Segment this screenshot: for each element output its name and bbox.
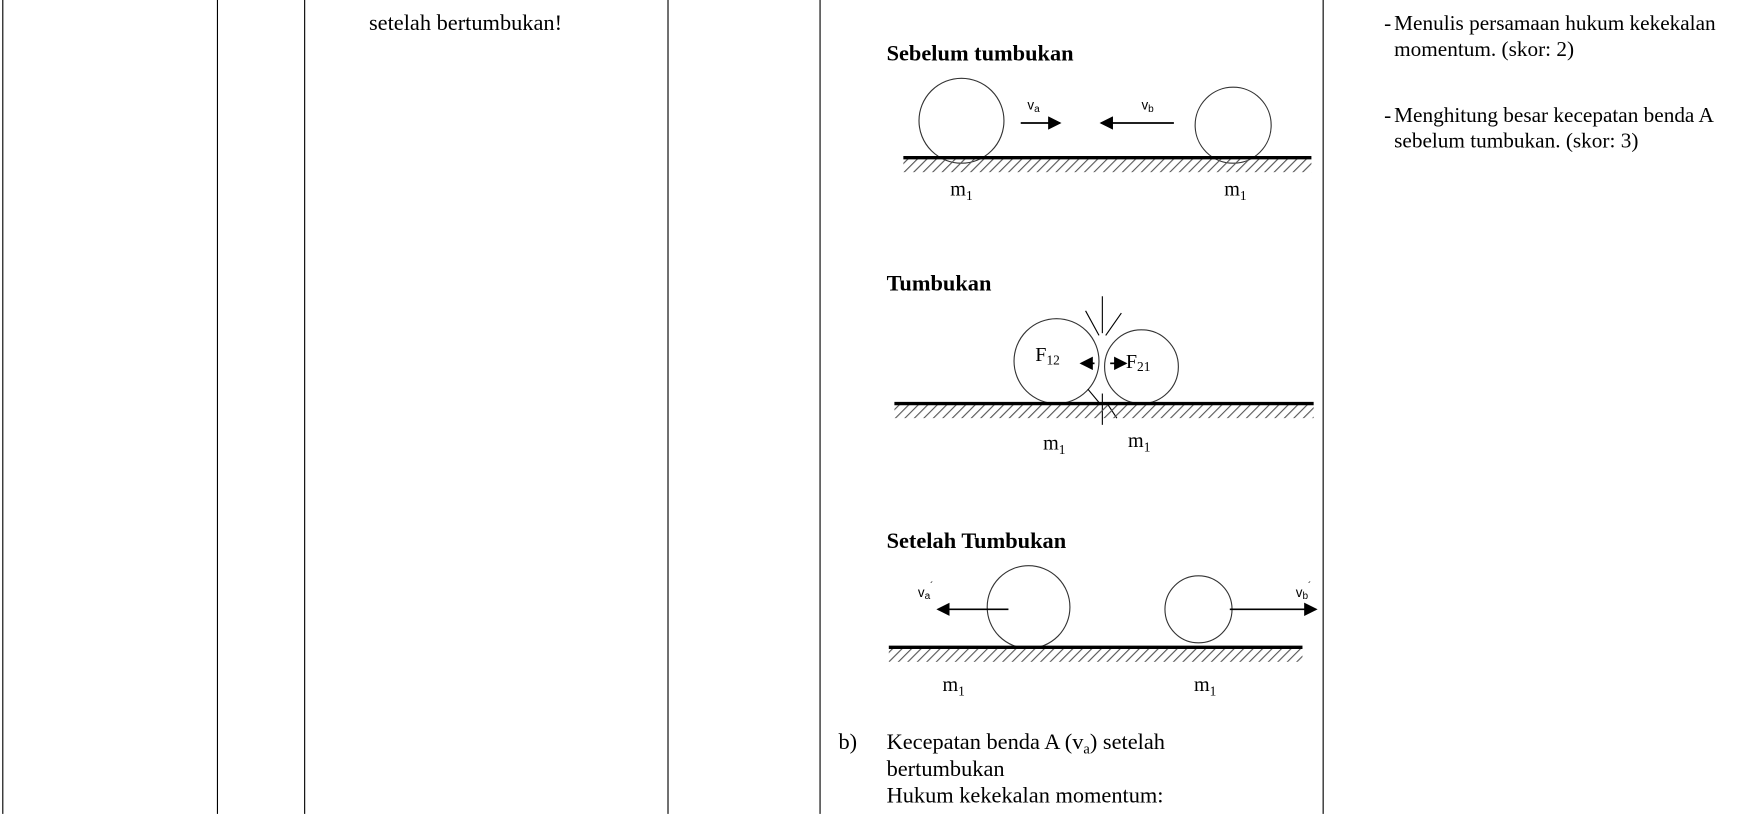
bullet: - — [1384, 103, 1392, 128]
impact-line — [1087, 388, 1100, 403]
label: F12 — [1035, 344, 1060, 367]
rubric-item: - Menulis persamaan hukum kekekalan mome… — [1384, 11, 1719, 62]
rubric-text: Menulis persamaan hukum kekekalan moment… — [1394, 12, 1716, 62]
ball — [918, 77, 1005, 164]
ground-hatch — [888, 647, 1303, 662]
label: F21 — [1126, 351, 1151, 374]
figure-title: Setelah Tumbukan — [887, 528, 1067, 553]
ball — [1164, 575, 1233, 644]
label: m1 — [950, 179, 972, 203]
ball — [986, 565, 1071, 649]
item-text: Hukum kekekalan momentum: — [887, 783, 1164, 808]
item-text: bertumbukan — [887, 756, 1005, 781]
item-marker: b) — [839, 729, 858, 754]
column-border — [216, 0, 219, 814]
label: m1 — [942, 674, 964, 698]
ground-hatch — [894, 403, 1314, 419]
rubric-text: Menghitung besar kecepatan benda A sebel… — [1394, 103, 1713, 154]
column-border — [819, 0, 821, 814]
answer-cell: Sebelum tumbukan va vb m1 m1 Tumbukan F1… — [839, 40, 1318, 808]
figure-title: Sebelum tumbukan — [887, 40, 1075, 65]
item-text: Kecepatan benda A (va) setelah — [887, 729, 1165, 757]
impact-line — [1085, 310, 1100, 336]
column-border — [667, 0, 669, 814]
ball — [1194, 86, 1272, 164]
column-border — [304, 0, 306, 814]
bullet: - — [1384, 12, 1392, 36]
question-text: setelah bertumbukan! — [368, 11, 563, 36]
label: vb — [1141, 98, 1154, 115]
rubric-item: - Menghitung besar kecepatan benda A seb… — [1384, 103, 1719, 154]
label: m1 — [1224, 179, 1246, 203]
label: vb´ — [1296, 580, 1312, 602]
column-border — [1322, 0, 1324, 814]
ground-hatch — [903, 157, 1312, 173]
figure-title: Tumbukan — [887, 271, 992, 296]
label: m1 — [1194, 674, 1216, 698]
label: va´ — [918, 580, 934, 602]
label: m1 — [1043, 432, 1065, 456]
label: m1 — [1128, 430, 1150, 454]
impact-line — [1105, 312, 1122, 336]
label: va — [1027, 98, 1040, 115]
column-border — [2, 0, 4, 814]
